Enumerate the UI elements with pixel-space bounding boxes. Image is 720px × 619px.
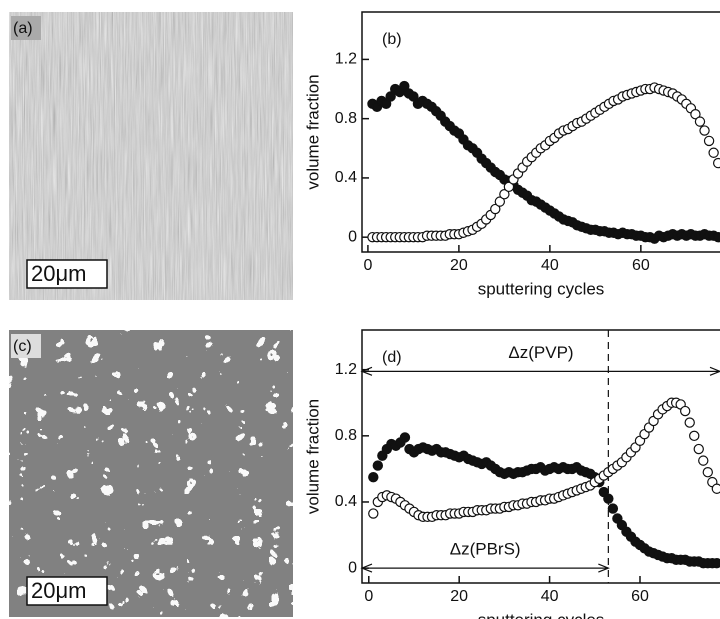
- plot-frame: [361, 329, 720, 584]
- data-point: [490, 203, 501, 215]
- data-point: [499, 189, 510, 200]
- y-tick-label: 0.4: [335, 169, 357, 186]
- data-point: [372, 460, 384, 471]
- plot-area: 0 20 40 60 0 0.4 0.8 1.2 sputtering cycles volume…: [303, 329, 720, 619]
- x-tick-label: 40: [541, 588, 559, 605]
- data-point: [399, 432, 411, 443]
- data-point: [399, 80, 410, 92]
- data-point: [702, 467, 713, 478]
- data-point: [385, 91, 396, 102]
- data-point: [708, 147, 719, 158]
- data-point: [703, 135, 715, 147]
- x-tick-label: 40: [541, 257, 559, 274]
- x-tick-label: 60: [631, 588, 649, 605]
- data-point: [380, 98, 392, 110]
- data-point: [711, 557, 720, 569]
- x-tick-label: 0: [364, 588, 373, 605]
- annotation-label: Δz(PVP): [508, 343, 573, 362]
- data-point: [712, 231, 720, 243]
- annotation-label: Δz(PBrS): [450, 540, 521, 559]
- panel-label: (c): [13, 338, 32, 355]
- scale-bar-box: [26, 259, 108, 289]
- data-point: [690, 109, 701, 120]
- data-point: [368, 471, 379, 483]
- micrograph: [9, 330, 293, 617]
- x-tick-label: 20: [450, 257, 468, 274]
- data-point: [503, 181, 515, 193]
- y-tick-label: 1.2: [335, 361, 357, 378]
- panel-label: (b): [382, 31, 402, 48]
- y-tick-label: 1.2: [335, 51, 357, 68]
- x-tick-label: 20: [450, 588, 468, 605]
- y-tick-label: 0: [348, 559, 357, 576]
- data-point: [712, 157, 720, 169]
- y-tick-label: 0: [348, 228, 357, 245]
- panel-label-bg: [11, 16, 41, 40]
- data-point: [494, 196, 506, 207]
- data-point: [699, 125, 710, 136]
- data-point: [698, 455, 709, 466]
- scale-bar-label: 20μm: [31, 578, 86, 603]
- scale-bar-box: [26, 576, 108, 606]
- data-point: [679, 405, 691, 417]
- panel-label-bg: [11, 334, 41, 358]
- data-point: [689, 430, 700, 442]
- y-tick-label: 0.4: [335, 493, 357, 510]
- data-point: [694, 116, 706, 127]
- y-tick-label: 0.8: [335, 110, 357, 127]
- data-point: [711, 483, 720, 494]
- data-point: [368, 508, 379, 519]
- data-point: [684, 417, 695, 428]
- y-axis-label: volume fraction: [303, 74, 322, 189]
- panel-label: (d): [382, 349, 402, 366]
- range-arrow: [360, 563, 610, 573]
- panel-label: (a): [13, 20, 33, 37]
- plot-area: 0 20 40 60 0 0.4 0.8 1.2 sputtering cycles volume…: [303, 11, 720, 298]
- x-tick-label: 0: [363, 257, 372, 274]
- x-axis-label: sputtering cycles: [478, 279, 605, 298]
- y-tick-label: 0.8: [335, 427, 357, 444]
- data-point: [693, 443, 704, 455]
- plot-frame: [361, 11, 720, 253]
- micrograph: [9, 12, 293, 300]
- x-tick-label: 60: [632, 257, 650, 274]
- data-point: [607, 503, 619, 514]
- x-axis-label: sputtering cycles: [478, 610, 605, 619]
- data-point: [408, 91, 419, 102]
- data-point: [603, 493, 614, 504]
- annotation-bg: [443, 538, 528, 561]
- scale-bar-label: 20μm: [31, 261, 86, 286]
- annotation-bg: [499, 341, 583, 364]
- range-arrow: [360, 366, 720, 376]
- y-axis-label: volume fraction: [303, 399, 322, 514]
